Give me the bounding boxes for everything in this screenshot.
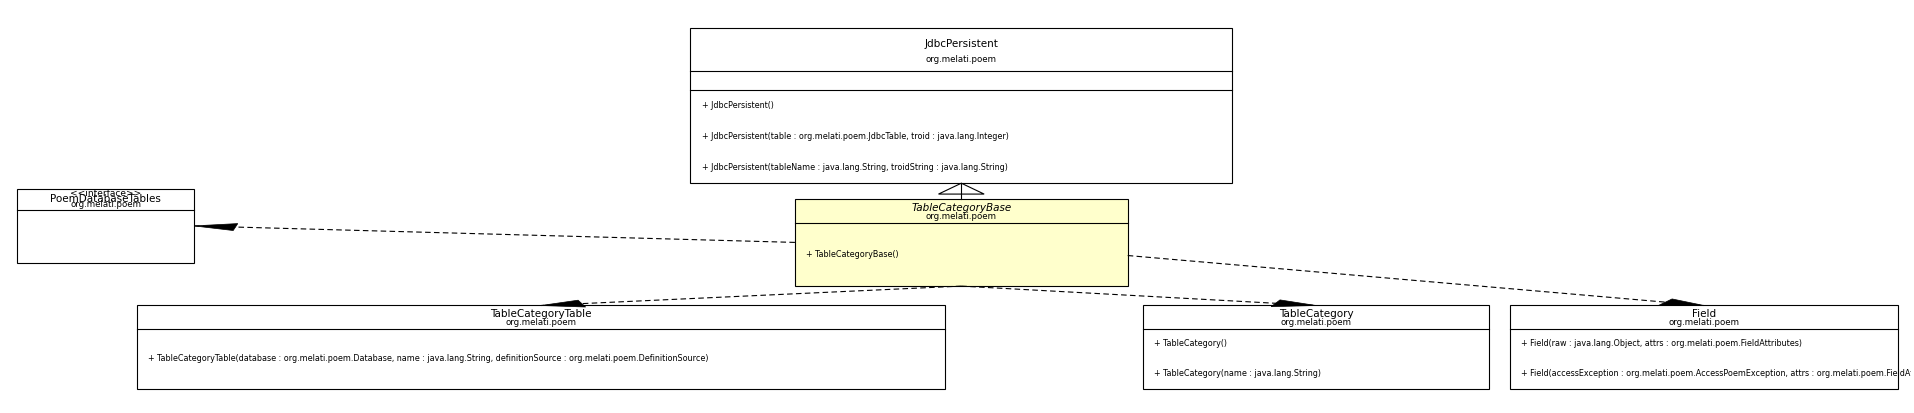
- Text: + Field(accessException : org.melati.poem.AccessPoemException, attrs : org.melat: + Field(accessException : org.melati.poe…: [1520, 370, 1914, 378]
- Text: Field: Field: [1690, 309, 1715, 319]
- Bar: [794, 199, 1127, 286]
- Text: TableCategoryTable: TableCategoryTable: [490, 309, 591, 319]
- Bar: [689, 28, 1231, 183]
- Text: org.melati.poem: org.melati.poem: [505, 318, 576, 327]
- Text: <<interface>>: <<interface>>: [71, 189, 142, 198]
- Text: org.melati.poem: org.melati.poem: [1667, 318, 1738, 327]
- Text: + TableCategoryBase(): + TableCategoryBase(): [806, 250, 898, 259]
- Text: + Field(raw : java.lang.Object, attrs : org.melati.poem.FieldAttributes): + Field(raw : java.lang.Object, attrs : …: [1520, 339, 1801, 349]
- Bar: [17, 189, 193, 263]
- Bar: [1143, 306, 1489, 389]
- Text: + TableCategoryTable(database : org.melati.poem.Database, name : java.lang.Strin: + TableCategoryTable(database : org.mela…: [147, 354, 708, 363]
- Text: + JdbcPersistent(tableName : java.lang.String, troidString : java.lang.String): + JdbcPersistent(tableName : java.lang.S…: [701, 163, 1007, 172]
- Polygon shape: [193, 223, 237, 230]
- Text: PoemDatabaseTables: PoemDatabaseTables: [50, 194, 161, 204]
- Text: TableCategory: TableCategory: [1279, 309, 1353, 319]
- Text: JdbcPersistent: JdbcPersistent: [924, 39, 997, 50]
- Text: + JdbcPersistent(): + JdbcPersistent(): [701, 101, 773, 110]
- Text: TableCategoryBase: TableCategoryBase: [911, 203, 1011, 213]
- Polygon shape: [542, 300, 586, 307]
- Text: + TableCategory(name : java.lang.String): + TableCategory(name : java.lang.String): [1154, 370, 1321, 378]
- Text: + JdbcPersistent(table : org.melati.poem.JdbcTable, troid : java.lang.Integer): + JdbcPersistent(table : org.melati.poem…: [701, 132, 1009, 141]
- Bar: [138, 306, 946, 389]
- Polygon shape: [1271, 300, 1315, 307]
- Text: org.melati.poem: org.melati.poem: [71, 200, 142, 209]
- Text: org.melati.poem: org.melati.poem: [924, 55, 997, 64]
- Text: org.melati.poem: org.melati.poem: [1280, 318, 1351, 327]
- Polygon shape: [1658, 299, 1703, 306]
- Bar: [1508, 306, 1897, 389]
- Text: org.melati.poem: org.melati.poem: [924, 212, 997, 221]
- Text: + TableCategory(): + TableCategory(): [1154, 339, 1227, 349]
